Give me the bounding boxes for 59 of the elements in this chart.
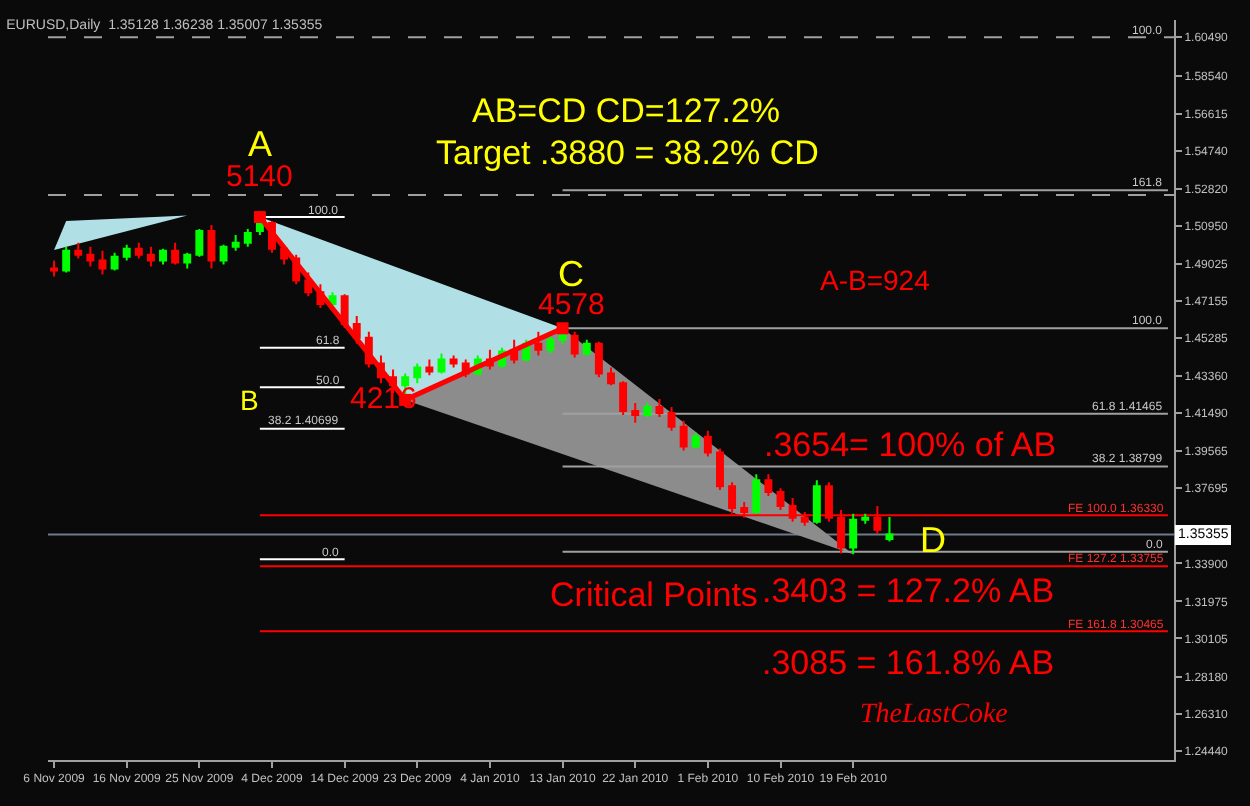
candlestick bbox=[764, 473, 773, 498]
annotation: 4578 bbox=[538, 288, 605, 322]
candlestick bbox=[619, 380, 628, 416]
candlestick bbox=[849, 512, 858, 556]
point bbox=[253, 211, 266, 224]
candlestick bbox=[207, 223, 216, 270]
annotation: 5140 bbox=[226, 160, 293, 194]
candlestick bbox=[74, 241, 83, 260]
candlestick bbox=[885, 516, 894, 543]
candlestick bbox=[231, 233, 240, 252]
candlestick bbox=[631, 402, 640, 424]
candlestick bbox=[703, 429, 712, 458]
candlestick bbox=[582, 338, 591, 357]
candlestick bbox=[812, 479, 821, 525]
annotation: A-B=924 bbox=[820, 264, 931, 296]
annotation: AB=CD CD=127.2% bbox=[472, 92, 781, 130]
candlestick bbox=[776, 487, 785, 511]
candlestick bbox=[122, 243, 131, 262]
annotation: C bbox=[558, 254, 584, 294]
candlestick bbox=[110, 251, 119, 272]
candlestick bbox=[219, 243, 228, 266]
candlestick bbox=[667, 406, 676, 432]
candlestick bbox=[62, 245, 71, 274]
candlestick bbox=[534, 330, 543, 357]
candlestick bbox=[594, 340, 603, 379]
candlestick bbox=[183, 251, 192, 270]
annotation: .3403 = 127.2% AB bbox=[762, 572, 1055, 610]
candlestick bbox=[50, 259, 59, 278]
candlestick bbox=[691, 431, 700, 450]
candlestick bbox=[86, 245, 95, 268]
candlestick bbox=[328, 291, 337, 308]
candlestick bbox=[243, 227, 252, 248]
candlestick bbox=[861, 512, 870, 525]
annotation: B bbox=[240, 384, 259, 416]
candlestick bbox=[679, 419, 688, 452]
candlestick bbox=[643, 402, 652, 418]
annotation: D bbox=[920, 520, 946, 560]
candlestick bbox=[655, 398, 664, 418]
candlestick bbox=[413, 362, 422, 385]
candlestick bbox=[570, 330, 579, 359]
candlestick bbox=[607, 366, 615, 387]
annotation: TheLastCoke bbox=[860, 700, 1008, 730]
candlestick bbox=[195, 227, 204, 258]
candlestick bbox=[134, 241, 143, 260]
candlestick bbox=[146, 245, 155, 268]
annotation: Critical Points bbox=[550, 576, 758, 614]
candlestick bbox=[546, 334, 555, 355]
candlestick bbox=[425, 358, 434, 377]
annotation: A bbox=[248, 124, 273, 164]
candlestick bbox=[171, 241, 180, 266]
annotation: .3085 = 161.8% AB bbox=[762, 644, 1055, 682]
candlestick bbox=[449, 354, 458, 369]
annotation: Target .3880 = 38.2% CD bbox=[436, 134, 819, 172]
candlestick bbox=[716, 447, 724, 492]
annotation: .3654= 100% of AB bbox=[764, 426, 1057, 464]
candlestick bbox=[159, 247, 167, 266]
candlestick bbox=[98, 249, 107, 276]
point bbox=[556, 322, 569, 335]
candlestick bbox=[752, 473, 761, 515]
